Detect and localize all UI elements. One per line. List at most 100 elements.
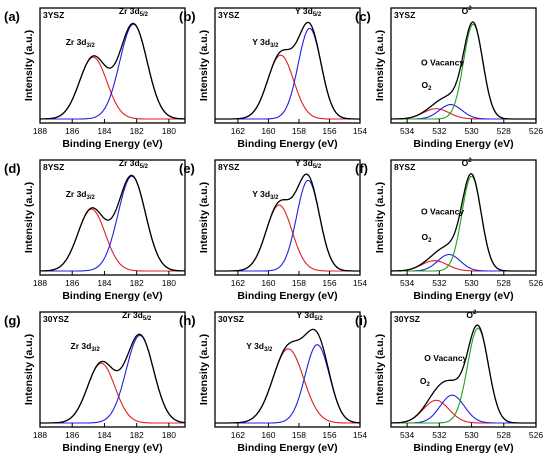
plot-frame: [39, 159, 186, 276]
peak-annotation: Zr 3d3/2: [66, 37, 96, 49]
x-tick-label: 162: [231, 278, 245, 288]
x-tick-label: 158: [292, 430, 306, 440]
x-tick-label: 184: [97, 278, 111, 288]
y-axis-label: Intensity (a.u.): [198, 334, 210, 405]
component-peak-line: [215, 27, 360, 120]
component-peak-line: [40, 23, 185, 120]
component-peak-line: [391, 23, 536, 120]
y-axis-label: Intensity (a.u.): [374, 182, 386, 253]
x-tick-label: 528: [497, 430, 511, 440]
x-tick-label: 180: [162, 278, 176, 288]
sample-label: 8YSZ: [218, 162, 239, 172]
x-tick-label: 182: [130, 126, 144, 136]
x-axis-label: Binding Energy (eV): [237, 442, 337, 454]
x-tick-label: 184: [97, 126, 111, 136]
component-peak-line: [391, 260, 536, 272]
x-tick-label: 532: [432, 430, 446, 440]
peak-annotation: O Vacancy: [424, 353, 467, 363]
x-tick-label: 180: [162, 126, 176, 136]
x-tick-label: 188: [33, 278, 47, 288]
sample-label: 30YSZ: [43, 314, 69, 324]
peak-annotation: O2−: [462, 158, 476, 168]
x-tick-label: 158: [292, 278, 306, 288]
x-tick-label: 186: [65, 126, 79, 136]
peak-annotation: Zr 3d5/2: [122, 310, 152, 322]
panel-label: (d): [4, 161, 21, 176]
xps-panel: 162 160 158 156 154 Binding Energy (eV) Intens…: [179, 6, 367, 150]
x-tick-label: 532: [432, 126, 446, 136]
envelope-line: [40, 174, 185, 272]
sample-label: 3YSZ: [43, 10, 64, 20]
sample-label: 3YSZ: [218, 10, 239, 20]
x-tick-label: 186: [65, 430, 79, 440]
x-tick-label: 162: [231, 126, 245, 136]
x-tick-label: 156: [322, 126, 336, 136]
x-axis-label: Binding Energy (eV): [62, 138, 162, 150]
sample-label: 3YSZ: [394, 10, 415, 20]
y-axis-label: Intensity (a.u.): [374, 30, 386, 101]
x-tick-label: 528: [497, 126, 511, 136]
peak-annotation: O Vacancy: [421, 206, 464, 216]
peak-annotation: Y 3d3/2: [246, 341, 273, 353]
x-axis-label: Binding Energy (eV): [413, 290, 513, 302]
x-tick-label: 182: [130, 278, 144, 288]
x-tick-label: 188: [33, 126, 47, 136]
panel-label: (e): [179, 161, 195, 176]
x-tick-label: 526: [529, 430, 543, 440]
y-axis-label: Intensity (a.u.): [198, 30, 210, 101]
y-axis-label: Intensity (a.u.): [198, 182, 210, 253]
peak-annotation: Y 3d5/2: [295, 158, 322, 170]
envelope-line: [390, 324, 536, 424]
panel-label: (i): [355, 313, 367, 328]
envelope-line: [215, 21, 360, 120]
x-tick-label: 154: [353, 278, 367, 288]
panel-label: (g): [4, 313, 21, 328]
x-axis-label: Binding Energy (eV): [413, 442, 513, 454]
plot-frame: [39, 311, 186, 428]
xps-panel: 534 532 530 528 526 Binding Energy (eV) Intens…: [355, 310, 543, 454]
envelope-line: [40, 22, 185, 120]
plot-frame: [214, 311, 361, 428]
x-tick-label: 154: [353, 430, 367, 440]
component-peak-line: [390, 399, 536, 424]
x-tick-label: 160: [261, 430, 275, 440]
x-tick-label: 182: [130, 430, 144, 440]
peak-annotation: Y 3d5/2: [295, 6, 322, 18]
x-tick-label: 534: [400, 126, 414, 136]
component-peak-line: [215, 204, 360, 272]
y-axis-label: Intensity (a.u.): [23, 334, 35, 405]
x-tick-label: 534: [400, 278, 414, 288]
sample-label: 8YSZ: [394, 162, 415, 172]
component-peak-line: [215, 54, 360, 120]
plot-frame: [39, 7, 186, 124]
peak-annotation: Y 3d3/2: [252, 37, 279, 49]
x-tick-label: 160: [261, 126, 275, 136]
peak-annotation: Zr 3d3/2: [66, 189, 96, 201]
peak-annotation: O2: [421, 80, 432, 92]
x-tick-label: 156: [322, 278, 336, 288]
x-tick-label: 158: [292, 126, 306, 136]
peak-annotation: Zr 3d3/2: [71, 341, 101, 353]
plot-frame: [214, 159, 361, 276]
peak-annotation: O2: [420, 376, 431, 388]
x-tick-label: 162: [231, 430, 245, 440]
panel-label: (a): [4, 9, 20, 24]
x-tick-label: 526: [529, 126, 543, 136]
component-peak-line: [40, 175, 185, 272]
x-tick-label: 532: [432, 278, 446, 288]
component-peak-line: [391, 175, 536, 272]
sample-label: 8YSZ: [43, 162, 64, 172]
peak-annotation: Y 3d3/2: [252, 189, 279, 201]
x-tick-label: 526: [529, 278, 543, 288]
xps-panel: 534 532 530 528 526 Binding Energy (eV) Intens…: [355, 158, 543, 302]
envelope-line: [40, 333, 186, 424]
component-peak-line: [40, 362, 185, 424]
x-axis-label: Binding Energy (eV): [62, 290, 162, 302]
x-axis-label: Binding Energy (eV): [237, 290, 337, 302]
envelope-line: [215, 173, 360, 272]
x-tick-label: 156: [322, 430, 336, 440]
peak-annotation: O Vacancy: [421, 57, 464, 67]
